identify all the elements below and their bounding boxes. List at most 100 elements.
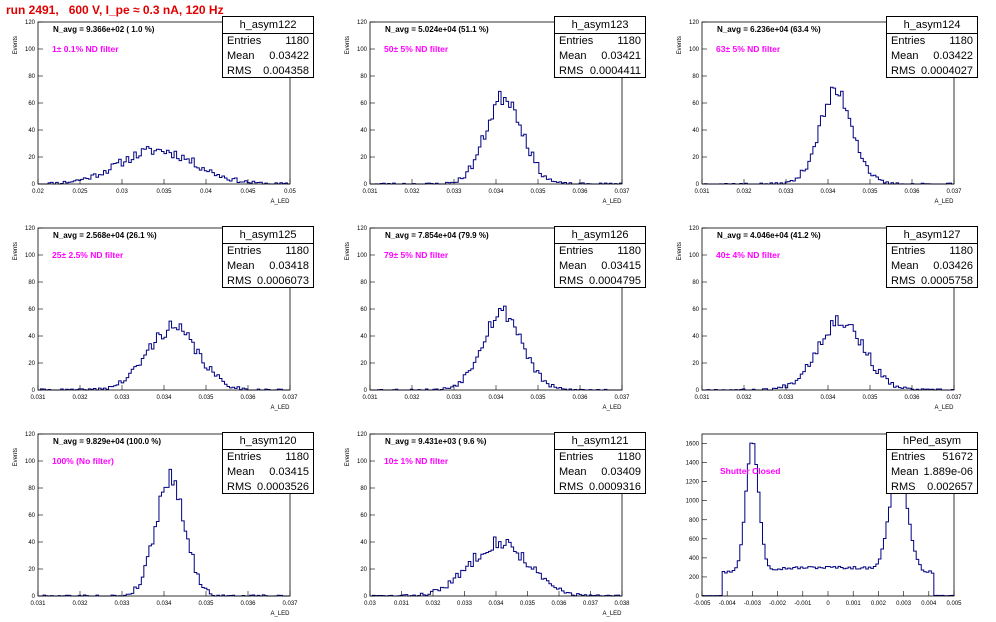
histogram-name: h_asym125: [223, 227, 313, 244]
stats-row-entries: Entries 1180: [555, 34, 645, 49]
histogram-name: h_asym127: [887, 227, 977, 244]
x-tick-label: 0.032: [404, 395, 420, 401]
x-tick-label: 0.035: [520, 601, 536, 607]
x-tick-label: 0: [826, 601, 830, 607]
y-tick-label: 60: [360, 101, 367, 107]
stats-label: Entries: [891, 245, 926, 257]
hist-plot-h_asym125: 0.031 0.032 0.033 0.034 0.035 0.036 0.037 0 20 40…: [13, 226, 298, 411]
stats-value: 0.03415: [601, 260, 641, 272]
x-tick-label: 0.031: [694, 189, 710, 195]
hist-plot-h_asym121: 0.03 0.031 0.032 0.033 0.034 0.035 0.036 0.037 0…: [345, 432, 630, 617]
x-axis-label: A_LED: [602, 611, 622, 617]
x-axis-label: A_LED: [934, 405, 954, 411]
stats-label: Entries: [559, 35, 594, 47]
y-tick-label: 0: [32, 594, 36, 600]
stats-row-entries: Entries 1180: [555, 244, 645, 259]
stats-label: Mean: [891, 260, 919, 272]
stats-label: RMS: [227, 275, 252, 287]
x-tick-label: -0.003: [744, 601, 762, 607]
stats-label: Mean: [891, 50, 919, 62]
x-tick-label: 0.03: [116, 189, 128, 195]
y-tick-label: 60: [692, 307, 699, 313]
stats-row-mean: Mean 0.03418: [223, 259, 313, 274]
hist-pad-hPed_asym: -0.005 -0.004 -0.003 -0.002 -0.001 0 0.001 0.00…: [664, 412, 996, 618]
histogram-line: [38, 320, 290, 391]
x-tick-label: 0.033: [114, 395, 130, 401]
stats-label: RMS: [559, 65, 584, 77]
stats-row-mean: Mean 1.889e-06: [887, 465, 977, 480]
y-tick-label: 100: [689, 253, 700, 259]
y-tick-label: 20: [28, 361, 35, 367]
histogram-line: [370, 305, 622, 391]
x-tick-label: 0.03: [364, 601, 376, 607]
histogram-name: h_asym123: [555, 17, 645, 34]
y-tick-label: 80: [28, 74, 35, 80]
y-tick-label: 1000: [686, 499, 700, 505]
x-tick-label: 0.05: [284, 189, 296, 195]
stats-box: h_asym127 Entries 1180 Mean 0.03426 RMS 0.0005…: [886, 226, 978, 288]
x-axis-label: A_LED: [602, 199, 622, 205]
filter-note: 79± 5% ND filter: [384, 250, 449, 260]
hist-plot-h_asym123: 0.031 0.032 0.033 0.034 0.035 0.036 0.037 0 20 40…: [345, 20, 630, 205]
y-tick-label: 0: [364, 594, 368, 600]
x-axis-label: A_LED: [270, 405, 290, 411]
y-tick-label: 40: [28, 128, 35, 134]
hist-pad-h_asym122: 0.02 0.025 0.03 0.035 0.04 0.045 0.05 0 20 40 60 80…: [0, 0, 332, 206]
x-tick-label: 0.031: [30, 601, 46, 607]
x-tick-label: 0.032: [72, 601, 88, 607]
stats-box: h_asym123 Entries 1180 Mean 0.03421 RMS 0.0004…: [554, 16, 646, 78]
stats-label: Mean: [559, 50, 587, 62]
hist-pad-h_asym125: 0.031 0.032 0.033 0.034 0.035 0.036 0.037 0 20 40…: [0, 206, 332, 412]
y-tick-label: 0: [32, 388, 36, 394]
stats-row-mean: Mean 0.03422: [887, 49, 977, 64]
stats-row-mean: Mean 0.03426: [887, 259, 977, 274]
stats-label: RMS: [559, 481, 584, 493]
stats-label: RMS: [559, 275, 584, 287]
stats-value: 1180: [617, 451, 641, 463]
hist-pad-h_asym123: 0.031 0.032 0.033 0.034 0.035 0.036 0.037 0 20 40…: [332, 0, 664, 206]
y-tick-label: 200: [689, 575, 700, 581]
y-tick-label: 40: [692, 334, 699, 340]
stats-row-mean: Mean 0.03415: [223, 465, 313, 480]
stats-label: Mean: [559, 260, 587, 272]
x-tick-label: 0.037: [614, 395, 630, 401]
x-tick-label: 0.037: [583, 601, 599, 607]
x-tick-label: 0.036: [572, 189, 588, 195]
x-tick-label: 0.037: [946, 189, 962, 195]
x-tick-label: 0.036: [240, 601, 256, 607]
navg-label: N_avg = 9.829e+04 (100.0 %): [53, 437, 161, 446]
x-tick-label: 0.031: [694, 395, 710, 401]
stats-box: h_asym124 Entries 1180 Mean 0.03422 RMS 0.0004…: [886, 16, 978, 78]
stats-value: 1180: [949, 245, 973, 257]
y-tick-label: 800: [689, 518, 700, 524]
x-tick-label: 0.033: [457, 601, 473, 607]
x-tick-label: 0.032: [72, 395, 88, 401]
y-tick-label: 40: [28, 540, 35, 546]
x-tick-label: 0.038: [614, 601, 630, 607]
histogram-name: h_asym121: [555, 433, 645, 450]
y-tick-label: 100: [25, 47, 36, 53]
navg-label: N_avg = 6.236e+04 (63.4 %): [717, 25, 821, 34]
x-tick-label: 0.025: [72, 189, 88, 195]
histogram-name: h_asym122: [223, 17, 313, 34]
filter-note: 25± 2.5% ND filter: [52, 250, 124, 260]
y-tick-label: 120: [25, 20, 36, 26]
stats-value: 0.0005758: [921, 275, 973, 287]
y-tick-label: 120: [357, 20, 368, 26]
y-tick-label: 1400: [686, 461, 700, 467]
x-tick-label: 0.033: [446, 189, 462, 195]
stats-value: 1180: [285, 451, 309, 463]
filter-note: 100% (No filter): [52, 456, 114, 466]
histogram-name: h_asym124: [887, 17, 977, 34]
run-title: run 2491, 600 V, I_pe ≈ 0.3 nA, 120 Hz: [6, 3, 224, 17]
stats-label: Entries: [891, 35, 926, 47]
y-tick-label: 60: [360, 513, 367, 519]
stats-label: Mean: [891, 466, 919, 478]
y-tick-label: 120: [25, 226, 36, 232]
x-tick-label: 0.031: [362, 189, 378, 195]
stats-value: 0.03421: [601, 50, 641, 62]
stats-row-mean: Mean 0.03415: [555, 259, 645, 274]
histogram-line: [370, 536, 622, 597]
stats-value: 0.0004795: [589, 275, 641, 287]
y-tick-label: 0: [32, 182, 36, 188]
